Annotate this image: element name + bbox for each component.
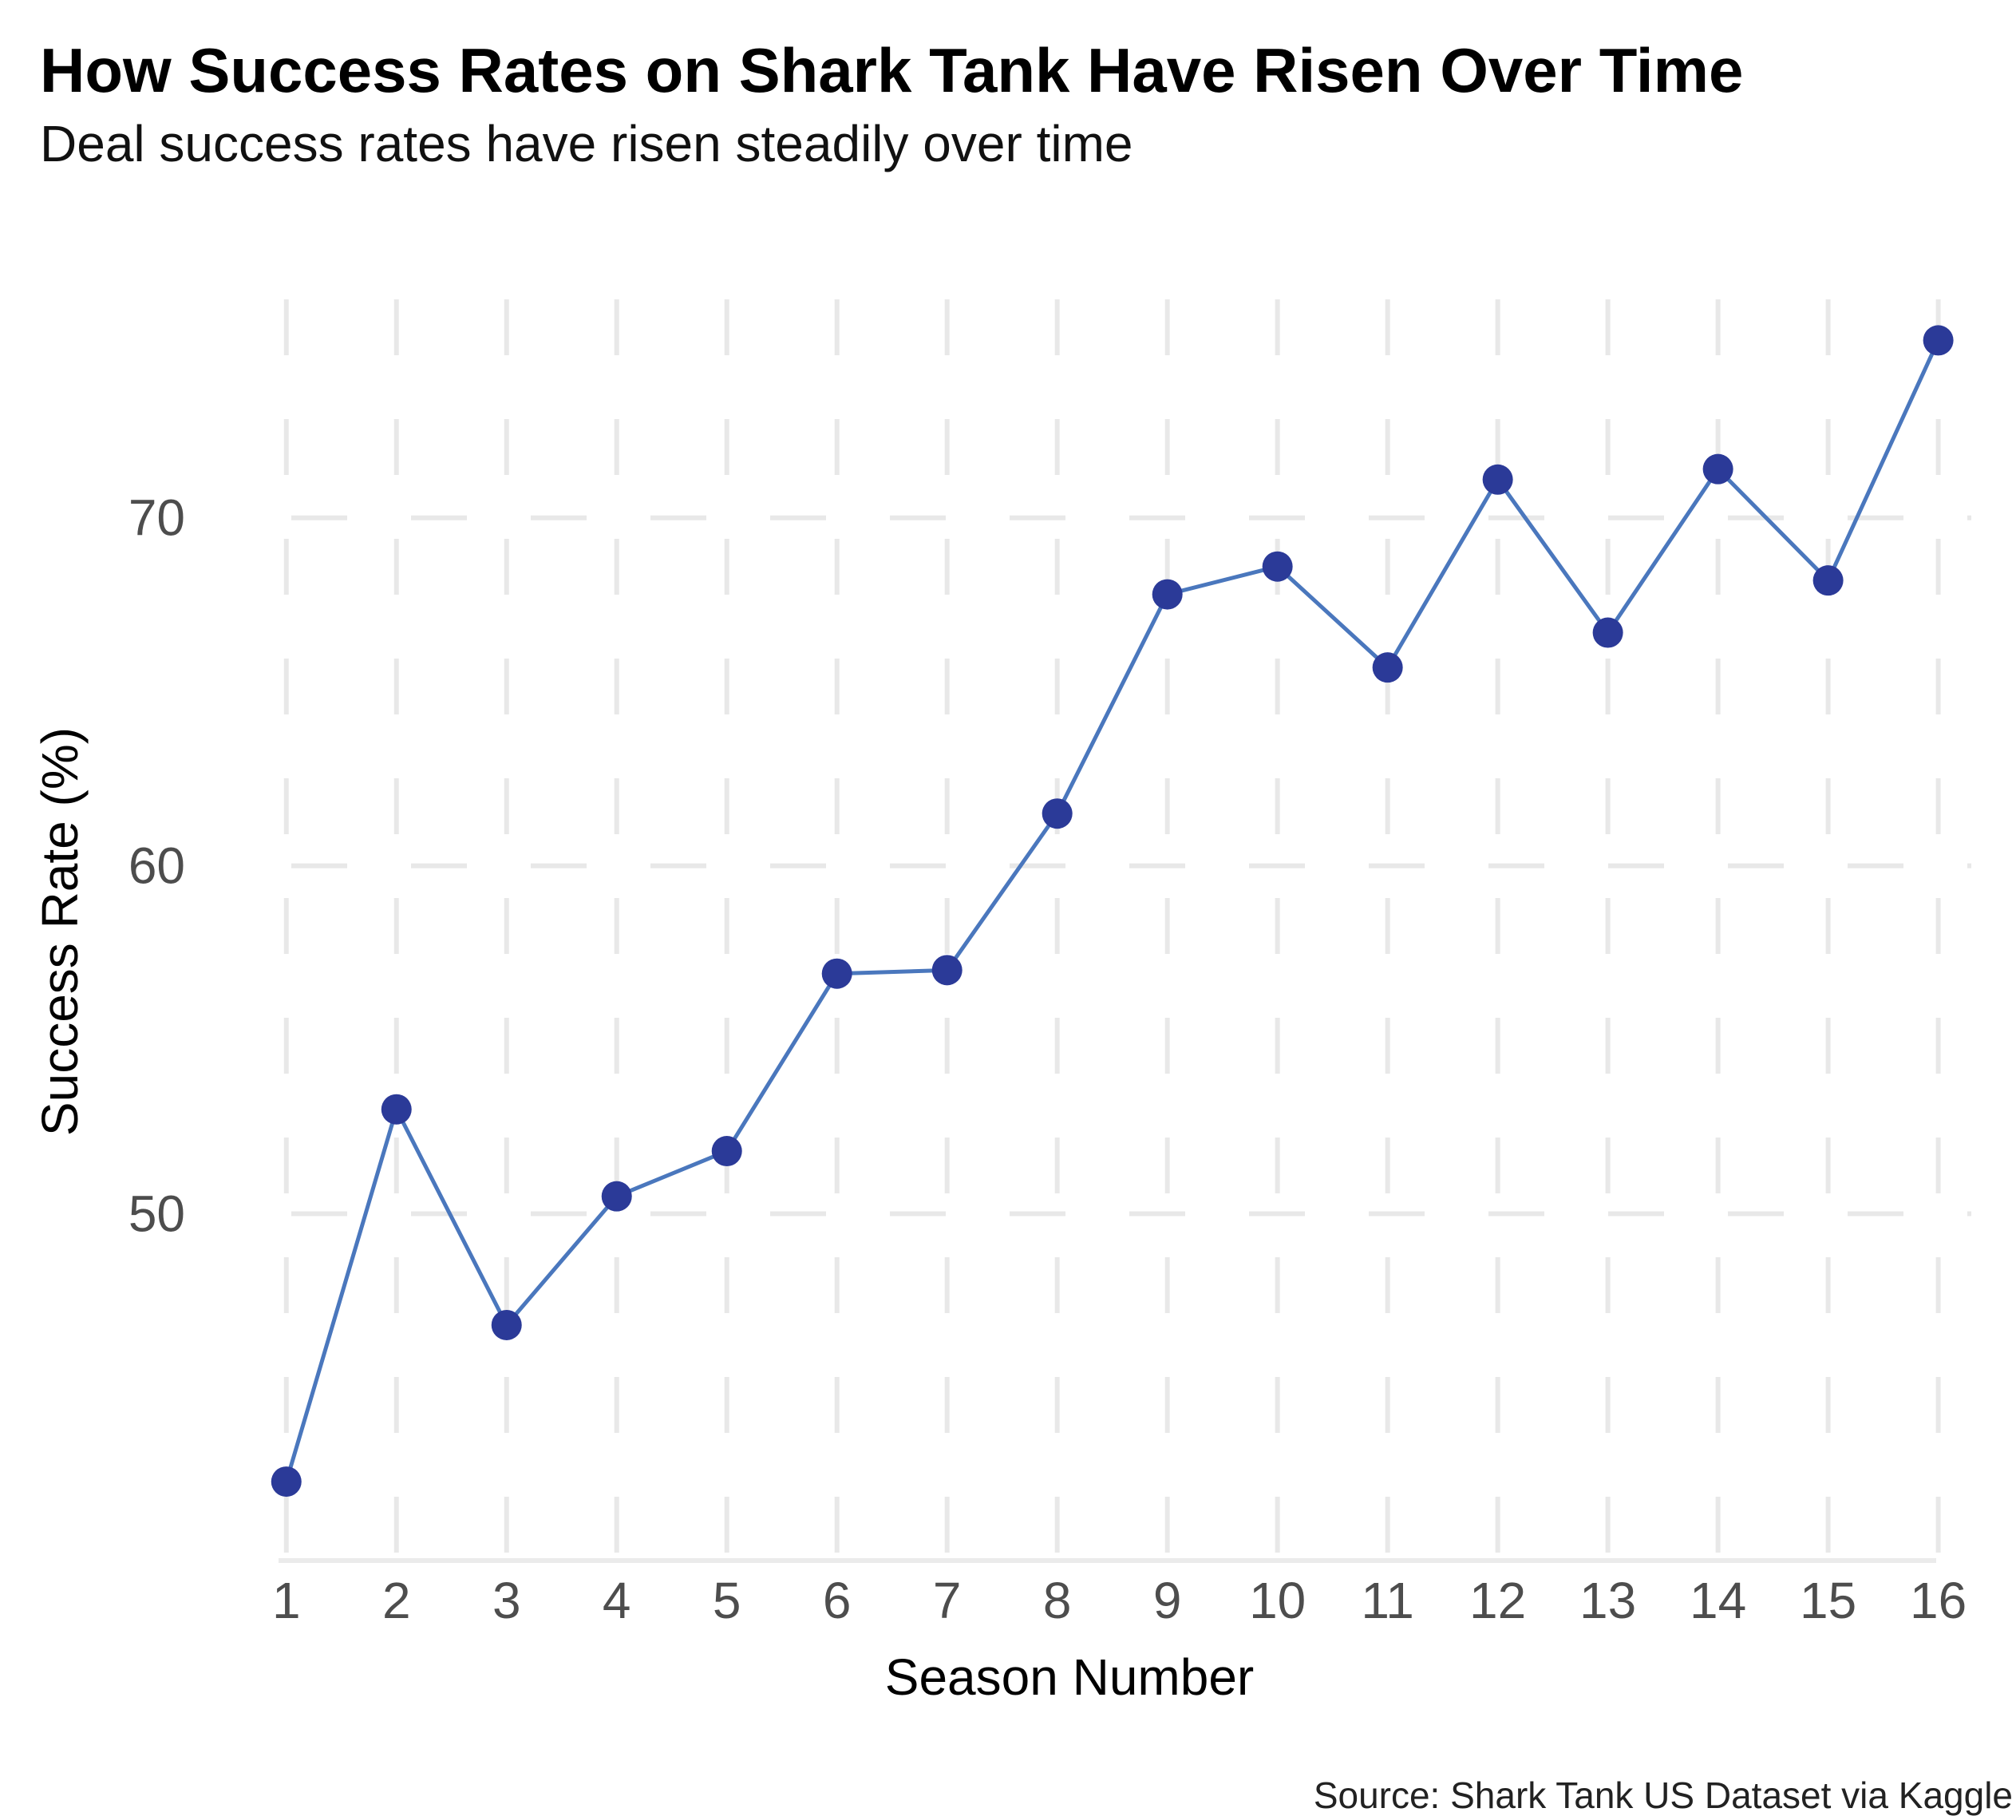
source-caption: Source: Shark Tank US Dataset via Kaggle [1314, 1774, 2013, 1816]
x-tick-label: 3 [492, 1572, 521, 1629]
y-tick-label: 50 [128, 1185, 185, 1242]
x-axis-ticks: 1 2 3 4 5 6 7 8 9 10 11 12 13 14 15 16 [272, 1572, 1967, 1629]
data-point [1702, 453, 1733, 485]
data-point [381, 1094, 412, 1125]
data-point [1042, 798, 1073, 829]
series-line [284, 339, 1940, 1482]
data-point [1262, 551, 1293, 582]
data-point [711, 1136, 742, 1167]
x-tick-label: 16 [1910, 1572, 1967, 1629]
data-point [1372, 652, 1403, 683]
y-tick-label: 70 [128, 489, 185, 547]
x-tick-label: 4 [603, 1572, 631, 1629]
data-point [821, 958, 852, 989]
data-point [491, 1309, 522, 1340]
y-axis-title: Success Rate (%) [31, 727, 89, 1136]
data-point [931, 955, 963, 986]
x-tick-label: 11 [1361, 1572, 1413, 1629]
grid-lines [283, 239, 1971, 1553]
x-tick-label: 15 [1800, 1572, 1856, 1629]
x-tick-label: 6 [823, 1572, 852, 1629]
data-point [1152, 579, 1183, 610]
series-group [271, 325, 1954, 1498]
x-tick-label: 14 [1690, 1572, 1746, 1629]
x-axis-title: Season Number [885, 1648, 1254, 1706]
data-point [1812, 565, 1844, 596]
y-tick-label: 60 [128, 837, 185, 895]
data-point [1923, 325, 1954, 356]
x-tick-label: 12 [1469, 1572, 1526, 1629]
x-tick-label: 2 [382, 1572, 411, 1629]
x-tick-label: 10 [1249, 1572, 1306, 1629]
data-point [271, 1466, 302, 1498]
y-axis-ticks: 50 60 70 [128, 489, 185, 1243]
chart-title: How Success Rates on Shark Tank Have Ris… [40, 35, 1743, 105]
x-tick-label: 8 [1043, 1572, 1072, 1629]
data-point [1592, 617, 1623, 648]
data-point [601, 1181, 632, 1212]
x-tick-label: 7 [933, 1572, 962, 1629]
data-point [1482, 464, 1513, 495]
x-tick-label: 13 [1579, 1572, 1636, 1629]
x-tick-label: 1 [272, 1572, 301, 1629]
x-tick-label: 9 [1153, 1572, 1182, 1629]
chart-subtitle: Deal success rates have risen steadily o… [40, 115, 1133, 172]
x-tick-label: 5 [713, 1572, 741, 1629]
